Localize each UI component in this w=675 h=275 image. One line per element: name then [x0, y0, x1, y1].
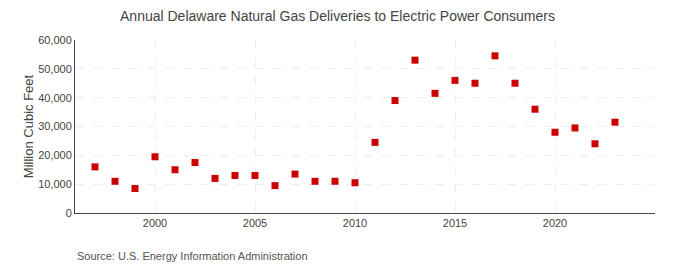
- svg-text:30,000: 30,000: [38, 120, 72, 132]
- svg-text:Source: U.S. Energy Informatio: Source: U.S. Energy Information Administ…: [77, 250, 308, 262]
- svg-text:Annual Delaware Natural Gas De: Annual Delaware Natural Gas Deliveries t…: [120, 8, 555, 24]
- svg-text:20,000: 20,000: [38, 149, 72, 161]
- svg-text:2015: 2015: [443, 217, 467, 229]
- svg-text:40,000: 40,000: [38, 92, 72, 104]
- svg-text:2020: 2020: [543, 217, 567, 229]
- svg-text:2000: 2000: [143, 217, 167, 229]
- svg-text:50,000: 50,000: [38, 63, 72, 75]
- svg-text:10,000: 10,000: [38, 178, 72, 190]
- svg-text:Million Cubic Feet: Million Cubic Feet: [21, 74, 36, 178]
- svg-text:2010: 2010: [343, 217, 367, 229]
- svg-text:60,000: 60,000: [38, 34, 72, 46]
- svg-text:2005: 2005: [243, 217, 267, 229]
- svg-text:0: 0: [66, 207, 72, 219]
